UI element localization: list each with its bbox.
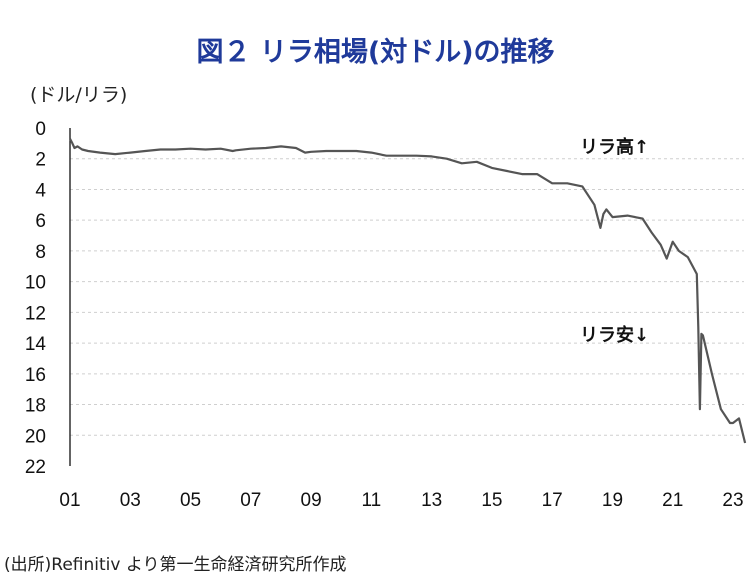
- x-tick-label: 23: [722, 490, 743, 511]
- annotation-lira-down: リラ安↓: [580, 324, 649, 346]
- y-tick-labels: 0 2 4 6 8 10 12 14 16 18 20 22: [25, 119, 47, 478]
- y-tick-label: 4: [35, 180, 46, 201]
- x-tick-label: 17: [542, 490, 563, 511]
- y-tick-label: 0: [35, 119, 46, 140]
- x-tick-label: 19: [602, 490, 623, 511]
- x-tick-label: 01: [59, 490, 80, 511]
- x-tick-label: 07: [240, 490, 261, 511]
- x-tick-label: 09: [301, 490, 322, 511]
- y-tick-label: 10: [25, 273, 46, 294]
- source-note: (出所)Refinitiv より第一生命経済研究所作成: [4, 555, 347, 575]
- grid-lines: [70, 158, 744, 436]
- annotation-lira-up: リラ高↑: [580, 136, 649, 158]
- y-tick-label: 18: [25, 396, 46, 417]
- x-tick-label: 13: [421, 490, 442, 511]
- y-axis-unit-label: (ドル/リラ): [30, 84, 128, 106]
- y-tick-label: 20: [25, 426, 46, 447]
- y-tick-label: 16: [25, 365, 46, 386]
- x-tick-label: 21: [662, 490, 683, 511]
- y-tick-label: 22: [25, 457, 46, 478]
- y-tick-label: 6: [35, 211, 46, 232]
- y-tick-label: 14: [25, 334, 47, 355]
- series-line-lira-usd: [69, 138, 747, 444]
- chart-title: 図２ リラ相場(対ドル)の推移: [196, 37, 555, 68]
- x-tick-label: 05: [180, 490, 201, 511]
- y-tick-label: 8: [35, 242, 46, 263]
- y-tick-label: 12: [25, 303, 46, 324]
- x-tick-label: 03: [120, 490, 141, 511]
- y-tick-label: 2: [35, 150, 46, 171]
- x-tick-label: 11: [361, 490, 381, 511]
- x-tick-labels: 01 03 05 07 09 11 13 15 17 19 21 23: [59, 490, 743, 511]
- x-tick-label: 15: [481, 490, 502, 511]
